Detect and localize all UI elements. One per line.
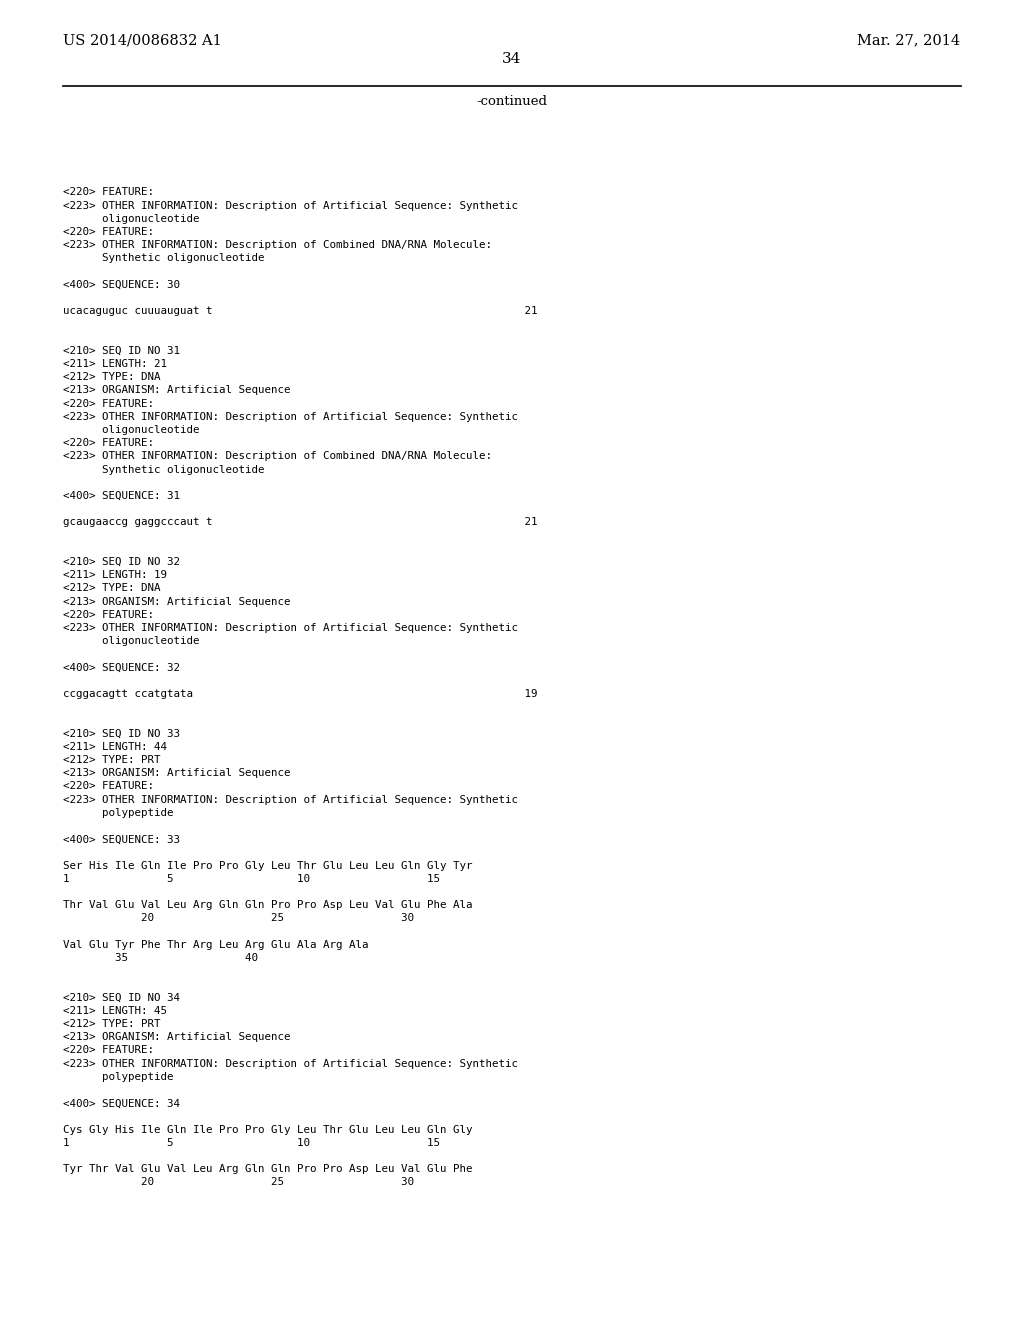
Text: Thr Val Glu Val Leu Arg Gln Gln Pro Pro Asp Leu Val Glu Phe Ala: Thr Val Glu Val Leu Arg Gln Gln Pro Pro … [63,900,473,911]
Text: oligonucleotide: oligonucleotide [63,636,200,647]
Text: polypeptide: polypeptide [63,1072,174,1082]
Text: <220> FEATURE:: <220> FEATURE: [63,781,155,792]
Text: Synthetic oligonucleotide: Synthetic oligonucleotide [63,465,265,475]
Text: <211> LENGTH: 44: <211> LENGTH: 44 [63,742,168,752]
Text: 20                  25                  30: 20 25 30 [63,913,415,924]
Text: oligonucleotide: oligonucleotide [63,425,200,436]
Text: polypeptide: polypeptide [63,808,174,818]
Text: <212> TYPE: PRT: <212> TYPE: PRT [63,755,161,766]
Text: Synthetic oligonucleotide: Synthetic oligonucleotide [63,253,265,264]
Text: ucacaguguc cuuuauguat t                                                21: ucacaguguc cuuuauguat t 21 [63,306,538,317]
Text: <213> ORGANISM: Artificial Sequence: <213> ORGANISM: Artificial Sequence [63,768,291,779]
Text: US 2014/0086832 A1: US 2014/0086832 A1 [63,33,222,48]
Text: <223> OTHER INFORMATION: Description of Artificial Sequence: Synthetic: <223> OTHER INFORMATION: Description of … [63,412,518,422]
Text: <211> LENGTH: 21: <211> LENGTH: 21 [63,359,168,370]
Text: <220> FEATURE:: <220> FEATURE: [63,438,155,449]
Text: <223> OTHER INFORMATION: Description of Artificial Sequence: Synthetic: <223> OTHER INFORMATION: Description of … [63,201,518,211]
Text: 20                  25                  30: 20 25 30 [63,1177,415,1188]
Text: <211> LENGTH: 45: <211> LENGTH: 45 [63,1006,168,1016]
Text: 1               5                   10                  15: 1 5 10 15 [63,1138,440,1148]
Text: Ser His Ile Gln Ile Pro Pro Gly Leu Thr Glu Leu Leu Gln Gly Tyr: Ser His Ile Gln Ile Pro Pro Gly Leu Thr … [63,861,473,871]
Text: <223> OTHER INFORMATION: Description of Artificial Sequence: Synthetic: <223> OTHER INFORMATION: Description of … [63,795,518,805]
Text: oligonucleotide: oligonucleotide [63,214,200,224]
Text: <210> SEQ ID NO 32: <210> SEQ ID NO 32 [63,557,180,568]
Text: Tyr Thr Val Glu Val Leu Arg Gln Gln Pro Pro Asp Leu Val Glu Phe: Tyr Thr Val Glu Val Leu Arg Gln Gln Pro … [63,1164,473,1175]
Text: <400> SEQUENCE: 33: <400> SEQUENCE: 33 [63,834,180,845]
Text: <211> LENGTH: 19: <211> LENGTH: 19 [63,570,168,581]
Text: Val Glu Tyr Phe Thr Arg Leu Arg Glu Ala Arg Ala: Val Glu Tyr Phe Thr Arg Leu Arg Glu Ala … [63,940,369,950]
Text: <223> OTHER INFORMATION: Description of Artificial Sequence: Synthetic: <223> OTHER INFORMATION: Description of … [63,623,518,634]
Text: <220> FEATURE:: <220> FEATURE: [63,610,155,620]
Text: <220> FEATURE:: <220> FEATURE: [63,1045,155,1056]
Text: <400> SEQUENCE: 31: <400> SEQUENCE: 31 [63,491,180,502]
Text: <400> SEQUENCE: 32: <400> SEQUENCE: 32 [63,663,180,673]
Text: <213> ORGANISM: Artificial Sequence: <213> ORGANISM: Artificial Sequence [63,385,291,396]
Text: <210> SEQ ID NO 34: <210> SEQ ID NO 34 [63,993,180,1003]
Text: <400> SEQUENCE: 30: <400> SEQUENCE: 30 [63,280,180,290]
Text: <220> FEATURE:: <220> FEATURE: [63,399,155,409]
Text: ccggacagtt ccatgtata                                                   19: ccggacagtt ccatgtata 19 [63,689,538,700]
Text: Mar. 27, 2014: Mar. 27, 2014 [857,33,961,48]
Text: <400> SEQUENCE: 34: <400> SEQUENCE: 34 [63,1098,180,1109]
Text: -continued: -continued [476,95,548,108]
Text: 1               5                   10                  15: 1 5 10 15 [63,874,440,884]
Text: <220> FEATURE:: <220> FEATURE: [63,187,155,198]
Text: 34: 34 [503,51,521,66]
Text: <210> SEQ ID NO 33: <210> SEQ ID NO 33 [63,729,180,739]
Text: <223> OTHER INFORMATION: Description of Combined DNA/RNA Molecule:: <223> OTHER INFORMATION: Description of … [63,240,493,251]
Text: <212> TYPE: PRT: <212> TYPE: PRT [63,1019,161,1030]
Text: <210> SEQ ID NO 31: <210> SEQ ID NO 31 [63,346,180,356]
Text: <213> ORGANISM: Artificial Sequence: <213> ORGANISM: Artificial Sequence [63,1032,291,1043]
Text: <213> ORGANISM: Artificial Sequence: <213> ORGANISM: Artificial Sequence [63,597,291,607]
Text: <212> TYPE: DNA: <212> TYPE: DNA [63,372,161,383]
Text: Cys Gly His Ile Gln Ile Pro Pro Gly Leu Thr Glu Leu Leu Gln Gly: Cys Gly His Ile Gln Ile Pro Pro Gly Leu … [63,1125,473,1135]
Text: gcaugaaccg gaggcccaut t                                                21: gcaugaaccg gaggcccaut t 21 [63,517,538,528]
Text: <223> OTHER INFORMATION: Description of Artificial Sequence: Synthetic: <223> OTHER INFORMATION: Description of … [63,1059,518,1069]
Text: 35                  40: 35 40 [63,953,258,964]
Text: <220> FEATURE:: <220> FEATURE: [63,227,155,238]
Text: <223> OTHER INFORMATION: Description of Combined DNA/RNA Molecule:: <223> OTHER INFORMATION: Description of … [63,451,493,462]
Text: <212> TYPE: DNA: <212> TYPE: DNA [63,583,161,594]
